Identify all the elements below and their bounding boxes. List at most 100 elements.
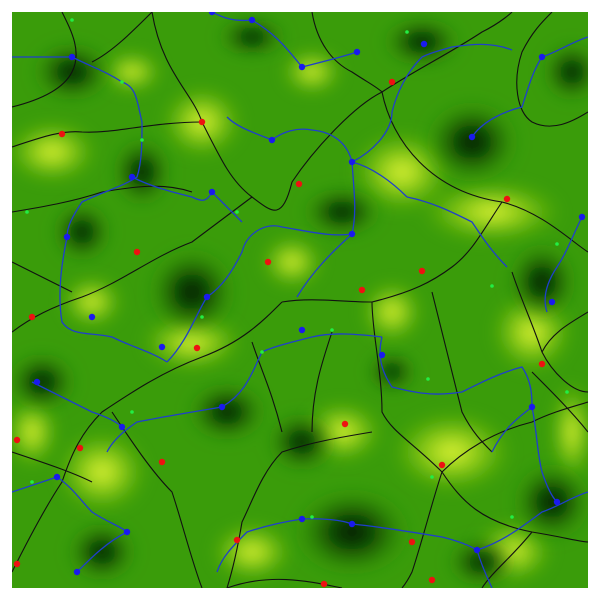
ridge-line	[431, 291, 493, 453]
ridge-line	[251, 341, 283, 433]
local-maximum-marker	[418, 267, 426, 275]
drainage-channel	[216, 518, 303, 573]
saddle-point-marker	[310, 515, 314, 519]
local-minimum-marker	[553, 498, 561, 506]
local-maximum-markers	[13, 78, 546, 588]
basin-blob	[367, 352, 417, 392]
highland-blob	[212, 524, 292, 580]
ridge-line	[111, 411, 203, 588]
drainage-channel	[271, 128, 356, 235]
local-maximum-marker	[388, 78, 396, 86]
drainage-channel	[296, 233, 353, 298]
highland-blob	[282, 50, 342, 94]
basin-blob	[147, 247, 237, 337]
local-maximum-marker	[295, 180, 303, 188]
drainage-channel	[476, 491, 588, 551]
local-maximum-marker	[158, 458, 166, 466]
drainage-channel	[106, 406, 223, 453]
local-maximum-marker	[193, 344, 201, 352]
ridge-line	[12, 261, 73, 293]
local-maximum-marker	[438, 461, 446, 469]
local-minimum-marker	[473, 546, 481, 554]
local-minimum-marker	[298, 63, 306, 71]
basin-blob	[112, 137, 172, 207]
local-minimum-marker	[538, 53, 546, 61]
ridge-line	[226, 431, 373, 588]
ridge-line	[12, 185, 193, 213]
ridge-line	[531, 371, 588, 433]
local-minimum-marker	[68, 53, 76, 61]
local-minimum-marker	[420, 40, 428, 48]
drainage-channel	[226, 116, 273, 141]
local-maximum-marker	[233, 536, 241, 544]
local-minimum-marker	[88, 313, 96, 321]
drainage-channel	[131, 176, 213, 201]
local-minimum-marker	[128, 173, 136, 181]
drainage-channel	[544, 216, 583, 313]
local-minimum-marker	[348, 158, 356, 166]
drainage-channel	[311, 333, 383, 338]
drainage-channel	[59, 236, 168, 363]
local-minimum-marker	[298, 326, 306, 334]
drainage-channel	[476, 549, 493, 588]
ridge-line	[371, 301, 588, 543]
saddle-point-marker	[405, 30, 409, 34]
drainage-channel	[351, 523, 478, 551]
basin-blob	[187, 382, 267, 442]
local-maximum-marker	[76, 444, 84, 452]
ridge-line	[12, 451, 93, 483]
saddle-point-marker	[426, 377, 430, 381]
saddle-point-marker	[70, 18, 74, 22]
local-minimum-marker	[218, 403, 226, 411]
basin-blob	[267, 412, 337, 472]
local-minimum-marker	[203, 293, 211, 301]
ridge-line	[311, 331, 333, 433]
local-minimum-marker	[158, 343, 166, 351]
highland-blob	[12, 122, 97, 182]
ridge-line	[151, 12, 203, 123]
highland-blob	[262, 237, 322, 287]
basin-blob	[67, 522, 137, 582]
basin-blob	[424, 100, 520, 184]
drainage-channel	[491, 406, 533, 453]
drainage-channel	[531, 406, 558, 503]
ridge-line	[381, 91, 588, 253]
highland-blob	[62, 277, 122, 327]
saddle-point-markers	[25, 18, 569, 519]
drainage-channel	[56, 476, 128, 533]
local-minimum-marker	[378, 351, 386, 359]
local-minimum-marker	[248, 16, 256, 24]
saddle-point-marker	[140, 138, 144, 142]
saddle-point-marker	[330, 328, 334, 332]
local-maximum-marker	[13, 436, 21, 444]
drainage-channel	[31, 381, 123, 428]
terrain-map	[12, 12, 588, 588]
saddle-point-marker	[490, 284, 494, 288]
drainage-channel	[421, 43, 513, 58]
ridge-line	[311, 12, 383, 93]
saddle-point-marker	[120, 80, 124, 84]
drainage-channel	[351, 161, 408, 198]
drainage-channel	[541, 36, 588, 58]
drainage-channel	[211, 191, 243, 223]
ridge-line	[201, 91, 383, 211]
drainage-channel	[351, 56, 423, 163]
local-minimum-marker	[33, 378, 41, 386]
highland-blob	[102, 52, 162, 92]
highland-blob	[57, 432, 147, 512]
local-minimum-marker	[348, 520, 356, 528]
local-minimum-marker	[208, 188, 216, 196]
lowland-basins	[12, 17, 588, 587]
drainage-channel	[301, 51, 358, 68]
basin-blob	[447, 537, 517, 587]
local-minimum-marker	[353, 48, 361, 56]
highland-blob	[422, 182, 562, 242]
basin-blob	[512, 462, 588, 542]
drainage-channel	[471, 56, 543, 138]
local-maximum-marker	[28, 313, 36, 321]
local-maximum-marker	[408, 538, 416, 546]
drainage-channel	[76, 531, 128, 573]
ridge-line	[12, 121, 203, 148]
saddle-point-marker	[565, 390, 569, 394]
